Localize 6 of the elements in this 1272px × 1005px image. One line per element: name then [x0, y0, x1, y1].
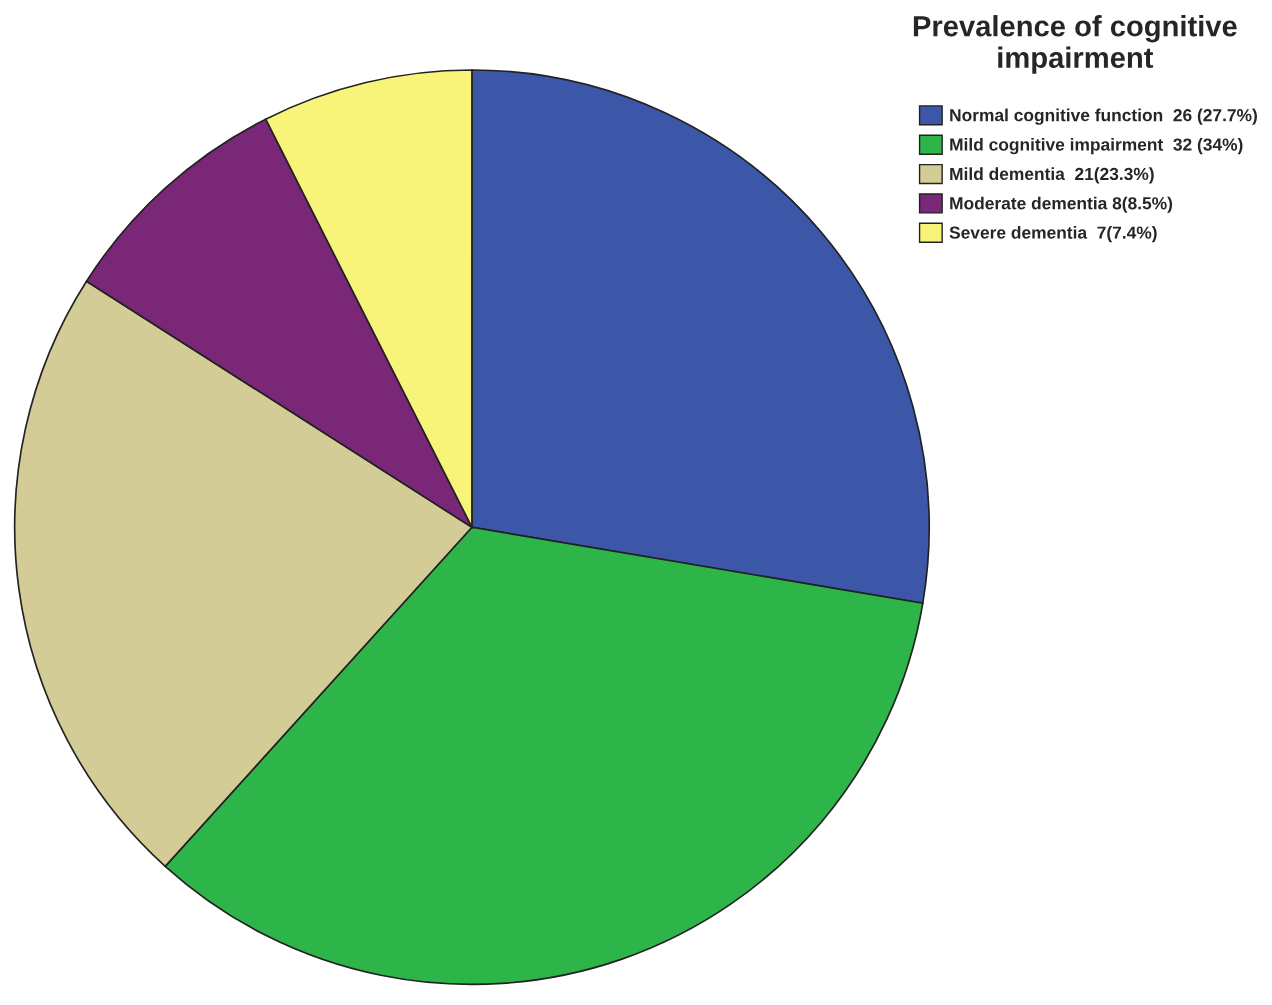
legend-label: Mild cognitive impairment 32 (34%) [950, 137, 1243, 155]
legend-label: Severe dementia 7(7.4%) [949, 226, 1157, 243]
legend-label: Normal cognitive function 26 (27.7%) [950, 108, 1257, 125]
legend-label: Moderate dementia 8(8.5%) [950, 196, 1173, 213]
legend-title: Prevalence of cognitive impairment [913, 15, 1237, 74]
legend-label: Mild dementia 21(23.3%) [950, 167, 1154, 184]
